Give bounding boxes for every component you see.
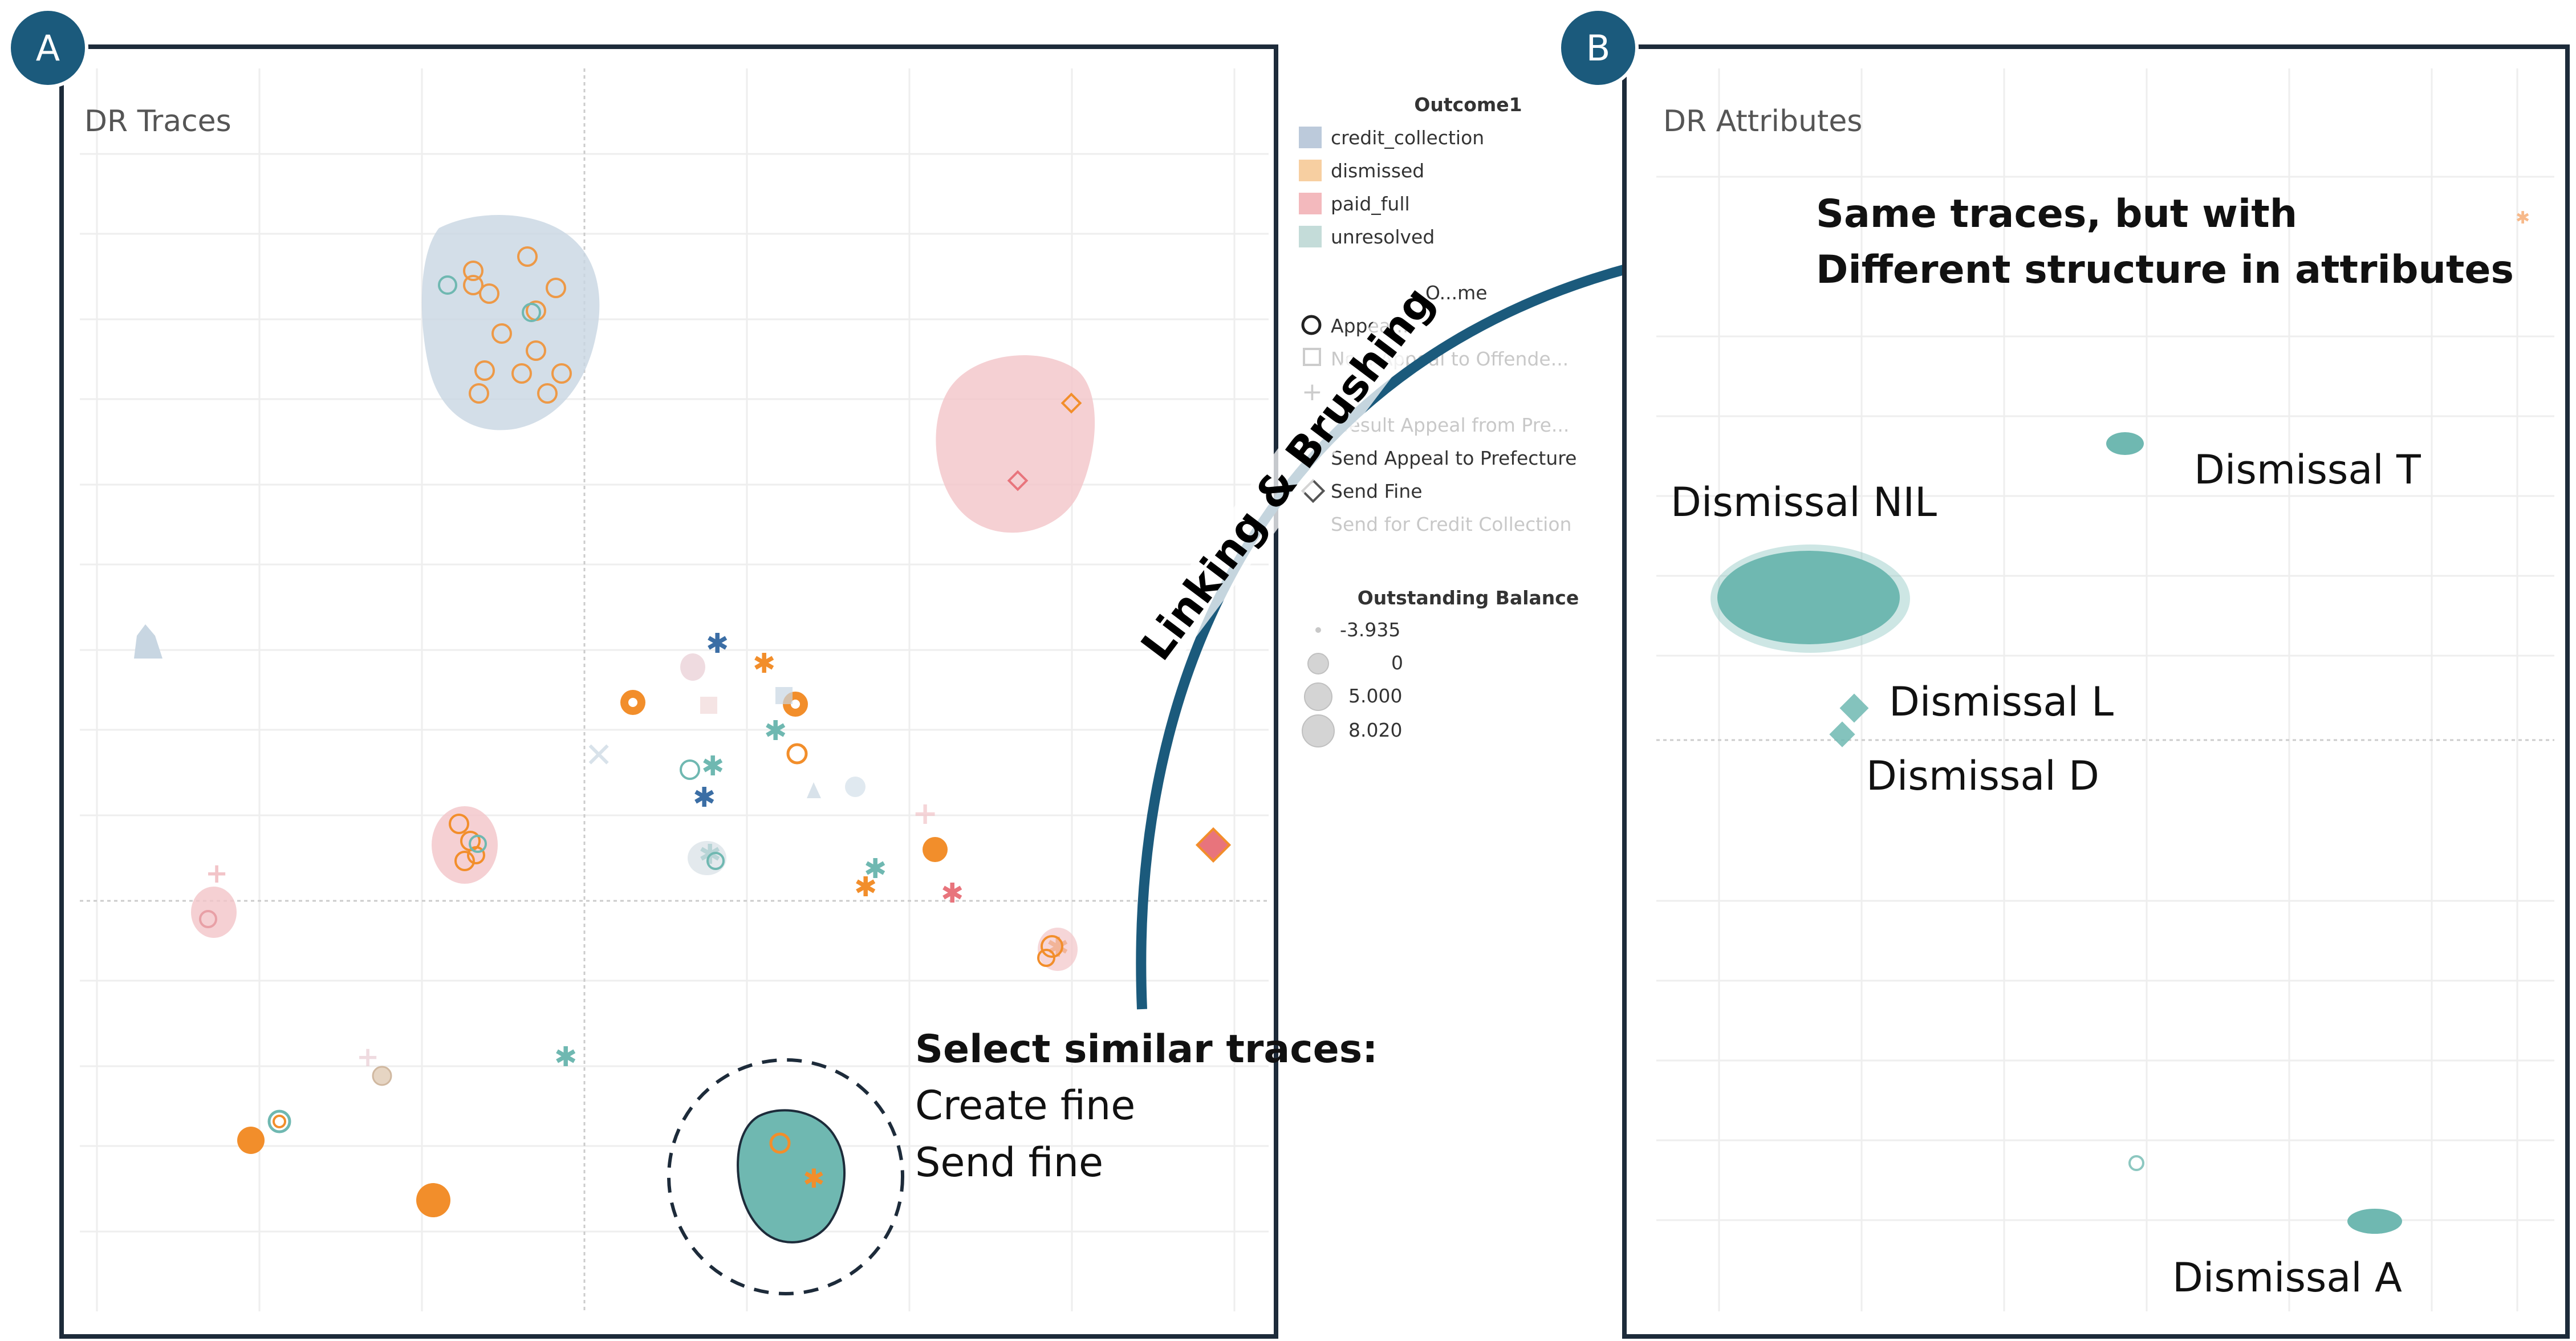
size-swatch [1307, 653, 1329, 674]
unresolved-marker [522, 303, 541, 322]
send-fine-marker [1195, 827, 1232, 863]
cluster-mid-left [432, 806, 498, 884]
cluster-dismissal-nil[interactable] [1717, 551, 1900, 644]
swatch-credit-collection [1299, 127, 1322, 148]
cluster-dismissal-t[interactable] [2106, 432, 2144, 455]
circle-icon [1301, 315, 1322, 335]
svg-text:✱: ✱ [693, 782, 716, 814]
select-callout-line2: Send fine [915, 1139, 1103, 1186]
legend-outcome-item[interactable]: dismissed [1299, 160, 1424, 182]
legend-outcome-label: dismissed [1331, 160, 1424, 182]
select-callout-line1: Create fine [915, 1082, 1135, 1129]
send-fine-marker [1007, 470, 1029, 491]
appeal-marker [680, 759, 700, 780]
legend-size-label: 0 [1391, 652, 1403, 674]
select-callout-heading: Select similar traces: [915, 1027, 1378, 1072]
svg-text:✕: ✕ [584, 735, 613, 775]
legend-size-label: 8.020 [1348, 719, 1402, 741]
cluster-left-pink: + [191, 858, 237, 938]
legend-size-label: 5.000 [1348, 685, 1402, 707]
asterisk-marker: ✱ [803, 1163, 825, 1194]
appeal-marker [706, 852, 725, 870]
cluster-dismissal-a[interactable] [2347, 1209, 2402, 1234]
svg-text:✱: ✱ [764, 715, 787, 747]
svg-text:+: + [356, 1041, 379, 1073]
unresolved-marker [2128, 1155, 2144, 1171]
legend-shape-label[interactable]: Send Fine [1331, 480, 1423, 502]
appeal-marker [1037, 949, 1055, 967]
panel-b-badge [1558, 7, 1639, 88]
square-icon [1303, 348, 1321, 366]
panel-b-badge-label: B [1586, 27, 1611, 69]
panel-a-badge-label: A [36, 27, 60, 69]
cluster-dismissal-d[interactable] [1829, 721, 1855, 747]
cluster-selected[interactable] [737, 1109, 846, 1244]
attributes-callout-line2: Different structure in attributes [1816, 247, 2514, 292]
legend-outcome-label: paid_full [1331, 193, 1410, 215]
label-dismissal-t: Dismissal T [2194, 446, 2421, 493]
label-dismissal-nil: Dismissal NIL [1671, 479, 1937, 526]
legend-shape-title: O...me [1425, 282, 1488, 304]
cluster-small [134, 624, 162, 659]
send-fine-marker [1061, 392, 1082, 414]
svg-text:✱: ✱ [554, 1041, 577, 1073]
appeal-marker [769, 1132, 791, 1154]
svg-text:✱: ✱ [701, 750, 724, 782]
svg-text:✱: ✱ [864, 853, 887, 885]
label-dismissal-l: Dismissal L [1889, 678, 2114, 725]
legend-shape-label[interactable]: Send Appeal to Prefecture [1331, 447, 1577, 469]
legend-shape-label[interactable]: Send for Credit Collection [1331, 513, 1571, 535]
unresolved-marker [438, 275, 457, 295]
label-dismissal-a: Dismissal A [2172, 1254, 2402, 1301]
link-label-backdrop [1135, 282, 1442, 667]
appeal-marker [372, 1066, 392, 1086]
dismissed-filled-centers [628, 698, 800, 709]
dismissed-markers-top [463, 246, 572, 404]
swatch-unresolved [1299, 226, 1322, 247]
cluster-credit-collection[interactable] [421, 215, 600, 430]
legend-size-title: Outstanding Balance [1358, 587, 1579, 609]
legend-outcome-item[interactable]: credit_collection [1299, 127, 1484, 149]
attributes-callout-line1: Same traces, but with [1816, 192, 2297, 237]
panel-b-frame [1622, 44, 2570, 1339]
svg-text:✱: ✱ [941, 877, 964, 909]
selection-lasso[interactable] [667, 1058, 904, 1295]
size-swatch [1315, 627, 1321, 633]
legend-size-label: -3.935 [1340, 619, 1400, 641]
swatch-paid-full [1299, 193, 1322, 214]
legend-outcome-label: unresolved [1331, 226, 1435, 248]
legend-outcome-item[interactable]: paid_full [1299, 193, 1410, 215]
appeal-marker [267, 1110, 291, 1133]
legend-outcome-item[interactable]: unresolved [1299, 226, 1435, 248]
legend-shape-label[interactable]: ...esult Appeal from Pre... [1331, 414, 1569, 436]
size-swatch [1302, 714, 1335, 747]
appeal-marker [786, 743, 808, 765]
panel-b-gridlines [1656, 68, 2554, 1311]
panel-a-gridlines [80, 68, 1269, 1311]
panel-a-badge [7, 7, 88, 88]
appeal-marker [1041, 935, 1063, 958]
panel-b: DR Attributes Same traces, but with Diff… [1558, 7, 2570, 1339]
cluster-paid-full[interactable] [936, 355, 1095, 533]
svg-text:✱: ✱ [854, 871, 877, 903]
svg-text:✱: ✱ [753, 648, 775, 680]
label-dismissal-d: Dismissal D [1866, 753, 2099, 799]
panel-a-frame [59, 44, 1278, 1339]
panel-a-title: DR Traces [84, 104, 231, 139]
swatch-dismissed [1299, 160, 1322, 181]
legend-outcome-title: Outcome1 [1414, 94, 1522, 116]
svg-text:+: + [912, 795, 938, 831]
legend-outcome-label: credit_collection [1331, 127, 1484, 149]
panel-b-title: DR Attributes [1663, 104, 1862, 139]
appeal-marker [273, 1115, 286, 1128]
faint-markers: ✕ + + [356, 653, 1078, 1073]
size-swatch [1304, 682, 1332, 711]
svg-text:✱: ✱ [706, 628, 729, 660]
asterisk-marker: ✱ [2516, 208, 2530, 228]
panel-a: DR Traces + [7, 7, 1378, 1339]
svg-text:+: + [205, 858, 228, 889]
